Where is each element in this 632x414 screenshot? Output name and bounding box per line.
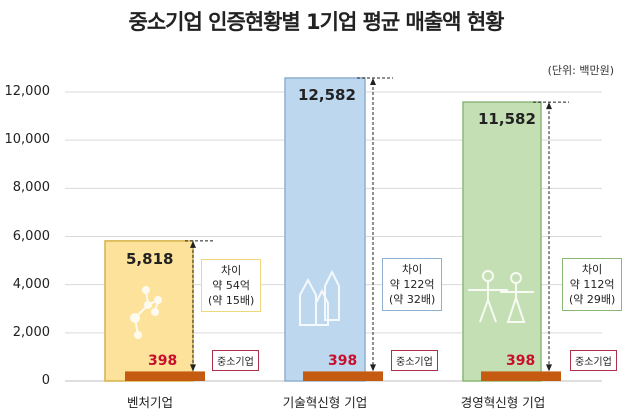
x-category-label: 경영혁신형 기업	[460, 395, 546, 410]
value-label: 5,818	[126, 250, 174, 268]
chart-title: 중소기업 인증현황별 1기업 평균 매출액 현황	[128, 10, 505, 34]
molecule-icon	[130, 286, 162, 339]
y-tick: 8,000	[12, 180, 50, 195]
x-category-label: 기술혁신형 기업	[282, 395, 368, 410]
arrow-head	[370, 77, 376, 85]
value-label: 12,582	[298, 86, 356, 104]
arrow-head	[190, 240, 196, 248]
y-tick: 0	[41, 373, 50, 388]
sme-tag: 중소기업	[212, 350, 259, 371]
people-icon	[468, 270, 534, 323]
sme-bar	[481, 371, 561, 381]
y-tick: 12,000	[4, 84, 51, 99]
y-tick: 4,000	[12, 277, 50, 292]
x-category-label: 벤처기업	[126, 395, 173, 410]
difference-callout: 차이 약 122억 (약 32배)	[382, 258, 443, 311]
sme-bar	[303, 371, 383, 381]
value-label: 11,582	[478, 110, 536, 128]
arrow-head	[190, 364, 196, 372]
sme-bar	[125, 371, 205, 381]
y-tick: 10,000	[4, 132, 51, 147]
sme-value-label: 398	[148, 353, 178, 369]
arrow-head	[546, 102, 552, 110]
y-tick: 2,000	[12, 325, 50, 340]
bar	[104, 240, 194, 382]
difference-callout: 차이 약 112억 (약 29배)	[562, 258, 623, 311]
pencils-icon	[299, 269, 340, 326]
bar	[462, 101, 542, 382]
sme-value-label: 398	[506, 353, 536, 369]
y-tick: 6,000	[12, 229, 50, 244]
arrow-head	[370, 364, 376, 372]
sme-tag: 중소기업	[570, 350, 617, 371]
difference-callout: 차이 약 54억 (약 15배)	[201, 259, 262, 312]
sme-tag: 중소기업	[391, 350, 438, 371]
sme-value-label: 398	[328, 353, 358, 369]
unit-label: (단위: 백만원)	[547, 64, 614, 77]
bar	[284, 77, 366, 382]
arrow-head	[546, 364, 552, 372]
